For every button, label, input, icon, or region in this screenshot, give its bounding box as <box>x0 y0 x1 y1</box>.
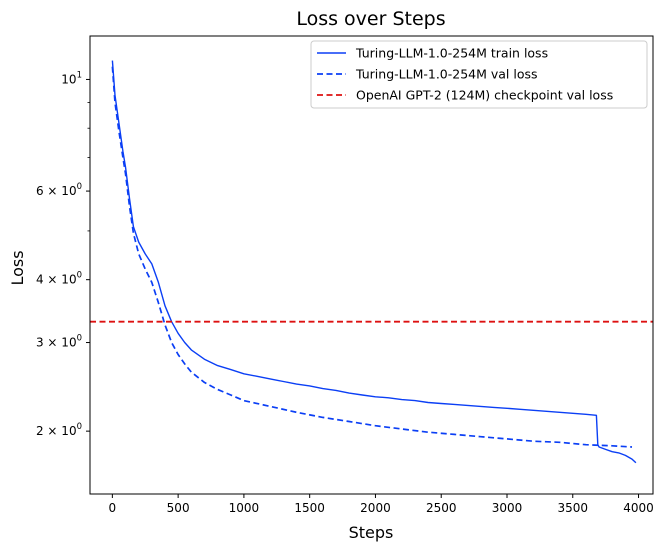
y-tick-label: 6 × 100 <box>36 182 82 198</box>
legend-label-1: Turing-LLM-1.0-254M val loss <box>355 67 538 82</box>
x-tick-label: 3500 <box>557 501 588 515</box>
y-tick-label: 4 × 100 <box>36 271 82 287</box>
x-tick-label: 1000 <box>229 501 260 515</box>
y-tick-label: 101 <box>61 70 82 86</box>
x-tick-label: 1500 <box>294 501 325 515</box>
x-tick-label: 2000 <box>360 501 391 515</box>
legend-label-2: OpenAI GPT-2 (124M) checkpoint val loss <box>356 88 613 103</box>
legend-label-0: Turing-LLM-1.0-254M train loss <box>355 46 548 61</box>
legend: Turing-LLM-1.0-254M train loss Turing-LLM… <box>310 40 648 109</box>
x-tick-label: 4000 <box>623 501 654 515</box>
plot-frame <box>89 35 654 495</box>
x-axis-title: Steps <box>349 523 394 542</box>
x-tick-label: 3000 <box>492 501 523 515</box>
series-line-0 <box>111 60 637 464</box>
x-tick-label: 500 <box>167 501 190 515</box>
y-axis-title: Loss <box>8 250 27 285</box>
legend-box <box>310 40 648 109</box>
series-line-1 <box>111 66 633 448</box>
y-tick-label: 2 × 100 <box>36 422 82 438</box>
x-tick-label: 2500 <box>426 501 457 515</box>
chart-title: Loss over Steps <box>296 8 445 30</box>
y-tick-label: 3 × 100 <box>36 334 82 350</box>
axes-layer: 0 500 1000 1500 2000 2500 3000 3500 4000 101 6 × 1… <box>36 35 654 515</box>
series-layer <box>90 60 653 464</box>
x-tick-label: 0 <box>109 501 117 515</box>
